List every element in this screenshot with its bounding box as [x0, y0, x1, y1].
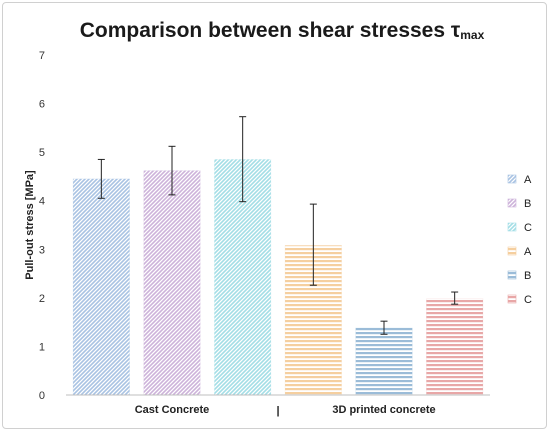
legend-swatch — [507, 174, 517, 184]
legend-swatch — [507, 294, 517, 304]
legend-item: A — [507, 246, 532, 258]
error-bars — [97, 116, 459, 335]
y-axis: 0 1 2 3 4 5 6 7 Pull-out stress [MPa] — [24, 50, 45, 402]
group-separator: | — [276, 405, 279, 417]
legend-label: C — [524, 222, 532, 234]
legend-swatch — [507, 270, 517, 280]
error-bar — [239, 116, 247, 203]
y-tick-label: 5 — [39, 147, 45, 159]
legend-item: B — [507, 198, 531, 210]
legend-swatch — [507, 198, 517, 208]
chart-title: Comparison between shear stresses τmax — [80, 19, 485, 42]
bar-cast-b — [143, 170, 201, 396]
error-bar — [451, 291, 459, 305]
bar-printed-c — [426, 298, 484, 396]
bars — [72, 159, 484, 396]
legend-item: A — [507, 174, 532, 186]
y-tick-label: 4 — [39, 196, 45, 208]
legend-label: B — [524, 198, 531, 210]
group-label: 3D printed concrete — [332, 404, 435, 416]
legend-swatch — [507, 222, 517, 232]
bar-cast-a — [72, 178, 130, 396]
legend-item: C — [507, 222, 532, 234]
y-tick-label: 2 — [39, 293, 45, 305]
legend-label: B — [524, 270, 531, 282]
y-tick-label: 3 — [39, 244, 45, 256]
legend-label: A — [524, 246, 532, 258]
legend-item: C — [507, 294, 532, 306]
legend-item: B — [507, 270, 531, 282]
error-bar — [380, 320, 388, 335]
legend-label: C — [524, 294, 532, 306]
error-bar — [97, 158, 105, 199]
bar-printed-b — [355, 327, 413, 396]
y-tick-label: 0 — [39, 390, 45, 402]
legend-label: A — [524, 174, 532, 186]
chart-title-main: Comparison between shear stresses τ — [80, 19, 461, 42]
error-bar — [168, 145, 176, 196]
y-tick-label: 1 — [39, 341, 45, 353]
y-tick-label: 7 — [39, 50, 45, 62]
y-tick-label: 6 — [39, 99, 45, 111]
error-bar — [309, 203, 317, 286]
chart-title-subscript: max — [460, 28, 484, 42]
legend-swatch — [507, 246, 517, 256]
y-axis-label: Pull-out stress [MPa] — [24, 170, 36, 280]
group-label: Cast Concrete — [135, 404, 210, 416]
x-axis: Cast Concrete | 3D printed concrete — [66, 394, 490, 417]
